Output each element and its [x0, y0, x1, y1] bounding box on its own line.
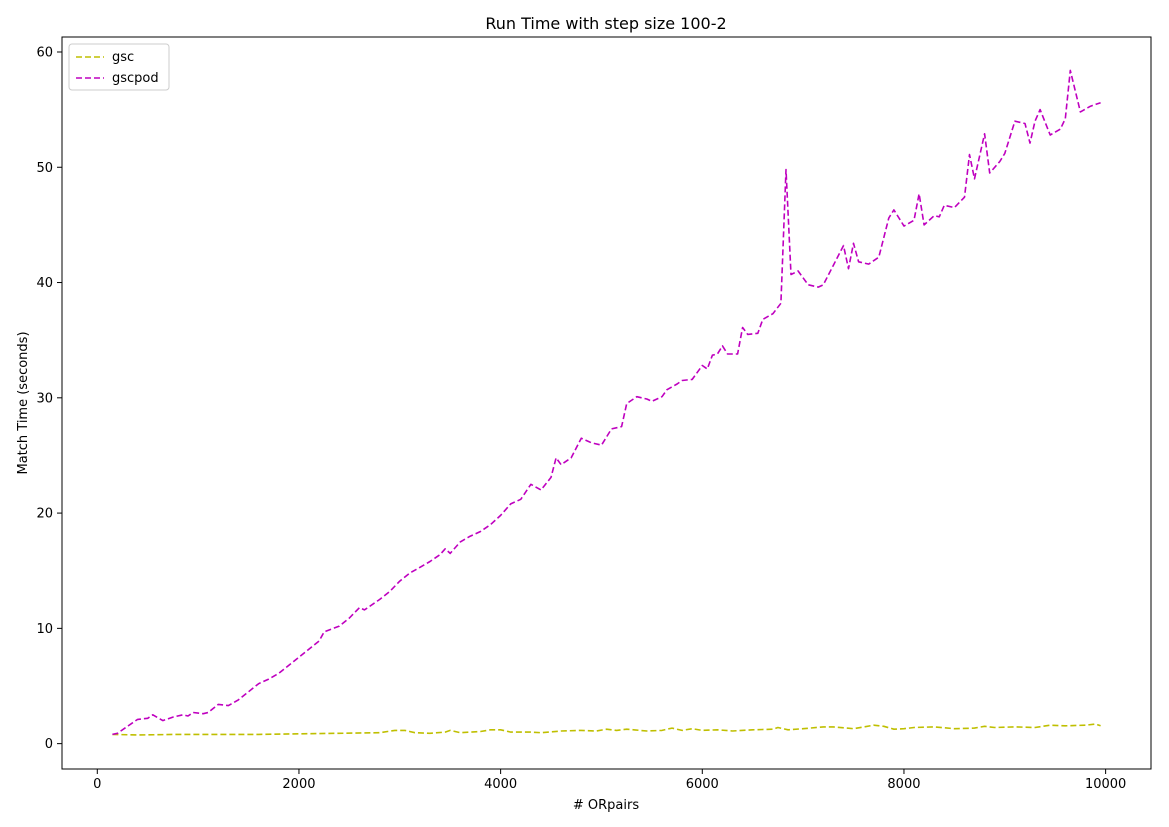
y-tick-label: 10 — [36, 622, 53, 637]
y-tick-label: 60 — [36, 45, 53, 60]
series-layer — [112, 69, 1101, 736]
y-axis: 0 10 20 30 40 50 60 — [36, 45, 62, 752]
y-tick-label: 0 — [45, 737, 53, 752]
x-tick-label: 8000 — [887, 777, 920, 792]
series-line-gscpod — [112, 69, 1101, 736]
chart-title: Run Time with step size 100-2 — [485, 14, 726, 33]
x-tick-label: 10000 — [1085, 777, 1126, 792]
y-tick-label: 20 — [36, 507, 53, 522]
y-axis-label: Match Time (seconds) — [16, 331, 31, 474]
y-tick-label: 30 — [36, 391, 53, 406]
legend-label-gscpod: gscpod — [112, 71, 159, 86]
x-tick-label: 4000 — [484, 777, 517, 792]
x-axis: 0 2000 4000 6000 8000 10000 — [93, 769, 1126, 792]
plot-area — [61, 36, 1152, 770]
series-line-gsc — [112, 723, 1101, 736]
y-tick-label: 50 — [36, 161, 53, 176]
x-axis-label: # ORpairs — [573, 798, 639, 813]
y-tick-label: 40 — [36, 276, 53, 291]
legend: gsc gscpod — [68, 43, 170, 91]
x-tick-label: 2000 — [282, 777, 315, 792]
x-tick-label: 0 — [93, 777, 101, 792]
x-tick-label: 6000 — [686, 777, 719, 792]
legend-label-gsc: gsc — [112, 50, 134, 65]
